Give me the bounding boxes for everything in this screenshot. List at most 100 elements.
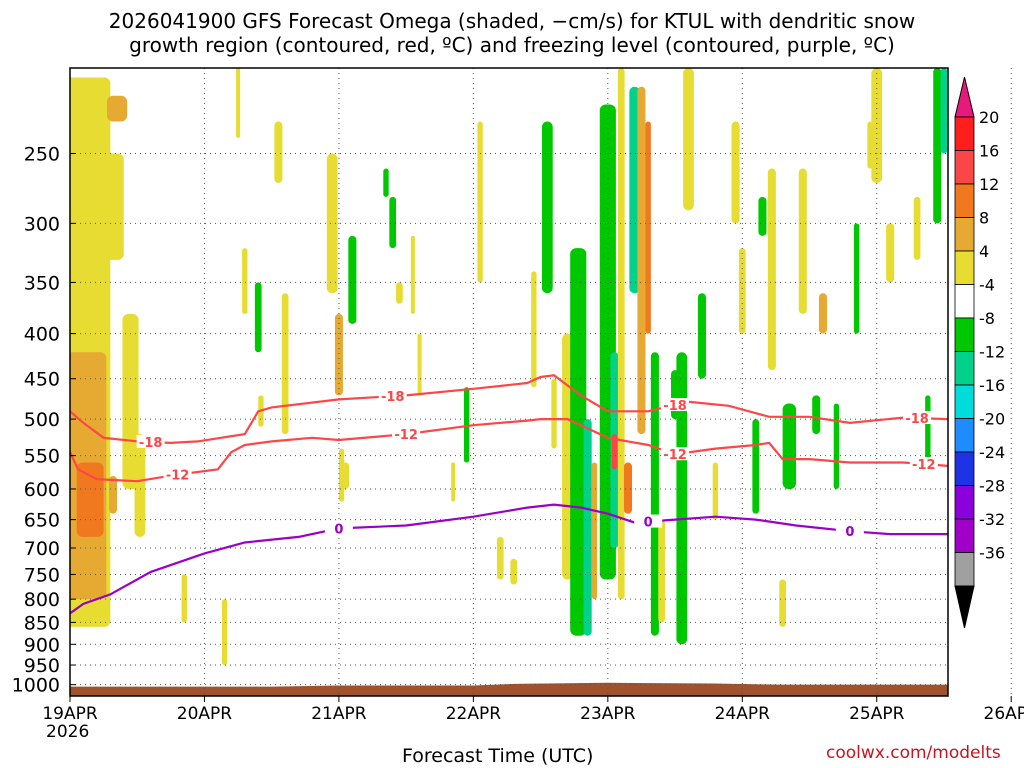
contour-label-bg — [835, 524, 864, 538]
y-tick-label: 300 — [24, 213, 60, 235]
y-tick-label: 950 — [24, 655, 60, 677]
omega-shading-cell — [96, 153, 124, 260]
x-axis-year: 2026 — [46, 722, 90, 742]
contour-label-bg — [163, 467, 192, 481]
x-tick-label: 25APR — [849, 704, 905, 724]
contour-label-bg — [903, 411, 932, 425]
omega-shading-cell — [752, 419, 760, 514]
omega-shading-cell — [254, 282, 262, 353]
surface-ground — [70, 682, 948, 696]
x-tick-label: 26APR — [984, 704, 1024, 724]
omega-shading-cell — [181, 574, 187, 623]
omega-shading-cell — [541, 121, 553, 294]
y-tick-label: 750 — [24, 564, 60, 586]
omega-shading-cell — [76, 462, 104, 537]
omega-shading-cell — [348, 235, 357, 324]
omega-shading-cell — [818, 293, 827, 334]
colorbar-bottom-arrow — [954, 585, 975, 629]
omega-shading-cell — [637, 86, 646, 435]
contour-label-bg — [392, 427, 421, 441]
y-tick-label: 700 — [24, 538, 60, 560]
y-tick-label: 350 — [24, 272, 60, 294]
contour-label-bg — [378, 389, 407, 403]
omega-shading-cell — [623, 462, 633, 514]
chart-title-line-2: growth region (contoured, red, ºC) and f… — [129, 33, 895, 57]
omega-shading-cell — [236, 68, 241, 138]
omega-shading-cell — [334, 313, 343, 396]
omega-shading-cell — [683, 68, 694, 211]
omega-shading-cell — [396, 282, 403, 304]
omega-shading-cell — [570, 248, 587, 636]
colorbar-swatch — [954, 518, 975, 553]
colorbar-swatch — [954, 485, 975, 520]
omega-shading-cell — [940, 68, 948, 154]
omega-shading-cell — [451, 462, 456, 502]
colorbar-label: 4 — [979, 242, 989, 261]
omega-shading-cell — [510, 558, 518, 585]
omega-shading-cell — [779, 579, 786, 627]
omega-shading-cell — [871, 68, 883, 183]
omega-shading-cell — [417, 333, 422, 396]
colorbar-swatch — [954, 284, 975, 319]
omega-shading-cell — [221, 599, 228, 666]
colorbar-label: -8 — [979, 309, 995, 328]
omega-shading-cell — [477, 121, 483, 283]
colorbar-top-arrow — [954, 76, 975, 118]
credit-text: coolwx.com/modelts — [826, 743, 1001, 763]
omega-shading-cell — [591, 462, 598, 600]
contour-line — [70, 503, 948, 615]
colorbar-swatch — [954, 418, 975, 453]
omega-shading-cell — [853, 223, 860, 334]
omega-shading-cell — [383, 168, 389, 197]
omega-shading-cell — [913, 196, 921, 260]
contour-label: -12 — [912, 458, 936, 473]
omega-shading-cell — [650, 352, 659, 636]
omega-shading-cell — [767, 168, 776, 371]
omega-shading-cell — [676, 352, 688, 645]
y-tick-label: 500 — [24, 409, 60, 431]
contour-label: -12 — [166, 469, 190, 484]
contour-label-bg — [909, 457, 938, 471]
contour-label: -12 — [394, 428, 418, 443]
omega-shading-cell — [274, 121, 283, 183]
colorbar-swatch — [954, 116, 975, 151]
x-tick-label: 20APR — [177, 704, 233, 724]
colorbar-label: -28 — [979, 477, 1005, 496]
omega-shading-cell — [108, 475, 118, 514]
colorbar-label: 20 — [979, 108, 999, 127]
colorbar-swatch — [954, 552, 975, 587]
omega-shading-cell — [389, 196, 397, 249]
omega-shading-cell — [583, 419, 592, 636]
omega-shading-cell — [342, 462, 349, 489]
contour-label: 0 — [334, 522, 343, 537]
contour-label-bg — [634, 514, 663, 528]
y-tick-label: 250 — [24, 143, 60, 165]
x-tick-label: 24APR — [715, 704, 771, 724]
y-tick-label: 550 — [24, 446, 60, 468]
omega-shading-cell — [833, 403, 840, 489]
contour-line — [70, 374, 948, 445]
omega-shading-cell — [933, 68, 942, 224]
omega-shading-cell — [551, 378, 557, 449]
omega-shading-cell — [712, 462, 719, 520]
colorbar-label: 12 — [979, 175, 999, 194]
colorbar-label: 8 — [979, 209, 989, 228]
plot-frame — [69, 67, 949, 697]
colorbar-swatch — [954, 150, 975, 185]
omega-shading-cell — [242, 248, 248, 314]
contour-label-bg — [136, 434, 165, 448]
omega-shading-cell — [658, 519, 665, 623]
contour-label-bg — [324, 521, 353, 535]
colorbar-label: 16 — [979, 142, 999, 161]
colorbar-label: -36 — [979, 544, 1005, 563]
y-tick-label: 600 — [24, 479, 60, 501]
x-tick-label: 22APR — [446, 704, 502, 724]
y-tick-label: 800 — [24, 589, 60, 611]
contour-label: -18 — [139, 436, 163, 451]
omega-shading-cell — [731, 121, 740, 224]
colorbar-swatch — [954, 183, 975, 218]
colorbar-swatch — [954, 250, 975, 285]
contour-label-bg — [661, 398, 690, 412]
omega-shading-cell — [463, 387, 470, 463]
x-tick-label: 21APR — [311, 704, 367, 724]
